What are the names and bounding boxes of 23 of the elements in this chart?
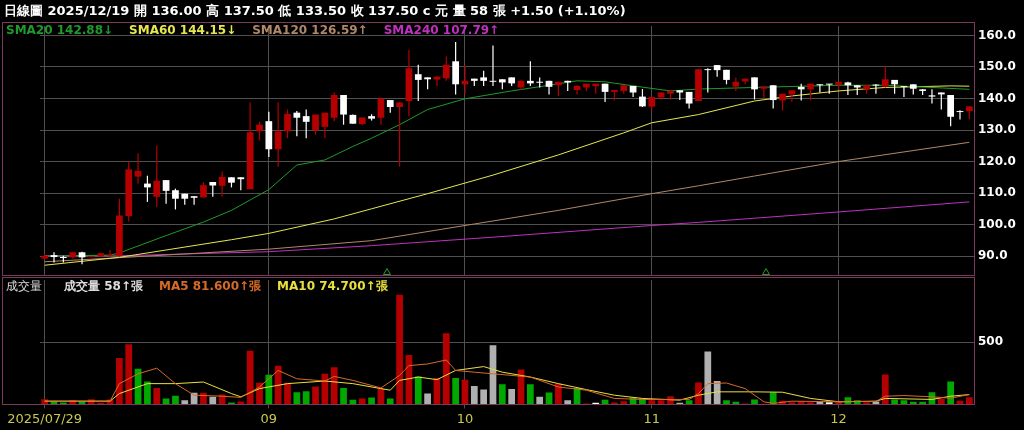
annotation: 成交量 58↑張: [64, 279, 143, 293]
y-tick-label: 90.0: [978, 248, 1008, 263]
y-tick-label: 110.0: [978, 185, 1016, 200]
x-tick-label: 12: [830, 410, 847, 426]
y-tick-label: 120.0: [978, 153, 1016, 168]
y-tick-label: 130.0: [978, 122, 1016, 137]
y-tick-label: 160.0: [978, 27, 1016, 42]
y-tick-label: 150.0: [978, 59, 1016, 74]
chart-title: 日線圖 2025/12/19 開 136.00 高 137.50 低 133.50 收 137.50 c 元 量 58 張 +1.50 (+1.10%): [4, 2, 626, 20]
y-tick-label: 140.0: [978, 90, 1016, 105]
chart-title: 成交量: [6, 279, 42, 293]
x-tick-label: 2025/07/29: [7, 410, 83, 426]
y-tick-label: 500: [978, 334, 1004, 349]
text: MA5 81.600↑張: [158, 279, 262, 293]
text: SMA240 107.79↑: [383, 23, 500, 37]
x-tick-label: 10: [456, 410, 474, 426]
y-tick-label: 100.0: [978, 216, 1016, 231]
x-tick-label: 09: [260, 410, 278, 426]
text: MA10 74.700↑張: [277, 279, 388, 293]
text: SMA120 126.59↑: [252, 23, 368, 37]
text: SMA60 144.15↓: [129, 23, 237, 37]
text: SMA20 142.88↓: [6, 23, 114, 37]
x-tick-label: 11: [643, 410, 661, 426]
